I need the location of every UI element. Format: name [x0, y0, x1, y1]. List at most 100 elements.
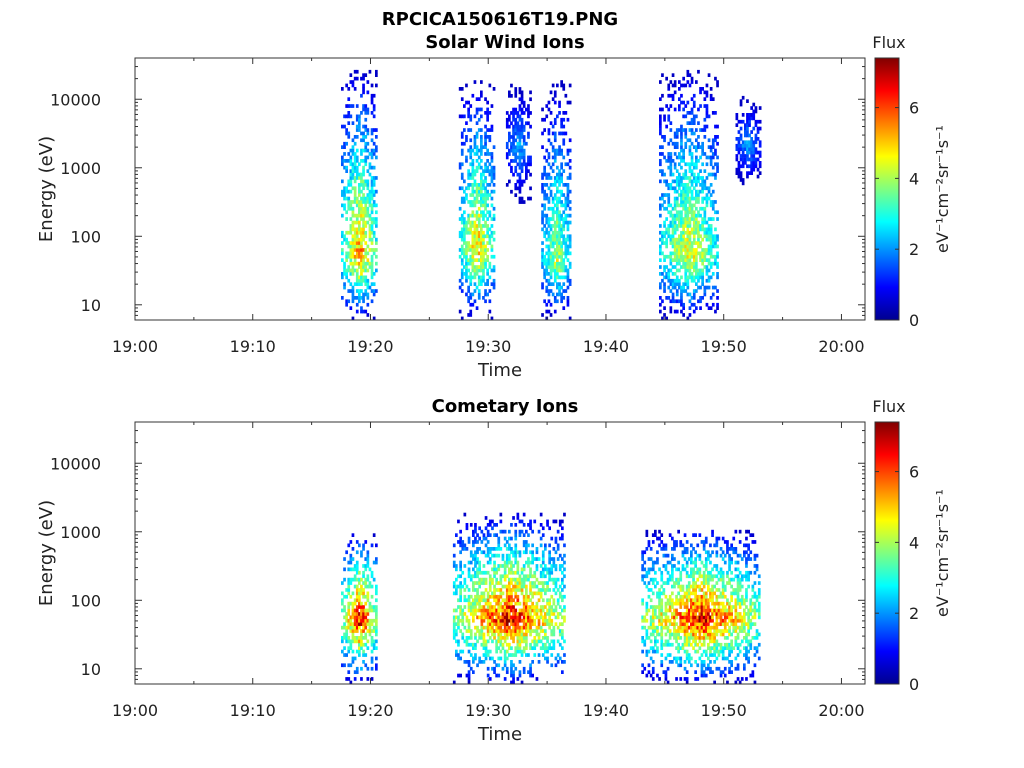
heatmap-cell: [551, 206, 555, 211]
heatmap-cell: [355, 612, 359, 616]
heatmap-cell: [553, 272, 557, 276]
heatmap-cell: [527, 107, 530, 112]
heatmap-cell: [520, 135, 524, 139]
heatmap-cell: [362, 653, 365, 657]
heatmap-cell: [660, 608, 664, 613]
heatmap-cell: [452, 584, 456, 589]
heatmap-cell: [514, 111, 518, 115]
heatmap-cell: [478, 632, 481, 637]
heatmap-cell: [656, 629, 659, 633]
heatmap-cell: [669, 237, 673, 242]
heatmap-cell: [455, 649, 458, 654]
heatmap-cell: [492, 183, 496, 187]
heatmap-cell: [679, 588, 683, 592]
heatmap-cell: [568, 189, 572, 194]
heatmap-cell: [366, 183, 370, 187]
heatmap-cell: [349, 189, 353, 194]
heatmap-cell: [754, 164, 758, 169]
heatmap-cell: [645, 632, 649, 637]
heatmap-cell: [711, 285, 715, 290]
heatmap-cell: [696, 570, 700, 575]
heatmap-cell: [659, 285, 662, 290]
heatmap-cell: [562, 193, 566, 197]
heatmap-cell: [649, 632, 653, 637]
heatmap-cell: [545, 289, 549, 293]
heatmap-cell: [349, 172, 353, 177]
heatmap-cell: [556, 200, 559, 204]
heatmap-cell: [558, 111, 561, 115]
heatmap-cell: [703, 254, 707, 259]
heatmap-cell: [516, 131, 520, 136]
heatmap-cell: [353, 159, 357, 163]
heatmap-cell: [544, 588, 547, 592]
heatmap-cell: [687, 660, 691, 664]
heatmap-cell: [491, 618, 494, 623]
heatmap-cell: [375, 663, 378, 668]
heatmap-cell: [467, 244, 470, 249]
heatmap-cell: [493, 618, 496, 623]
heatmap-cell: [508, 138, 511, 143]
heatmap-cell: [343, 206, 346, 211]
heatmap-cell: [469, 577, 473, 582]
heatmap-cell: [566, 272, 570, 276]
heatmap-cell: [702, 543, 706, 548]
heatmap-cell: [452, 636, 456, 640]
heatmap-cell: [704, 636, 708, 640]
heatmap-cell: [680, 210, 683, 215]
heatmap-cell: [716, 265, 719, 269]
heatmap-cell: [752, 113, 756, 117]
heatmap-cell: [562, 241, 566, 245]
heatmap-cell: [692, 547, 695, 551]
heatmap-cell: [480, 251, 483, 256]
heatmap-cell: [547, 248, 551, 252]
heatmap-cell: [463, 660, 467, 664]
heatmap-cell: [679, 612, 683, 616]
heatmap-cell: [707, 248, 711, 252]
heatmap-cell: [516, 677, 520, 681]
heatmap-cell: [360, 258, 363, 262]
heatmap-cell: [660, 577, 664, 582]
heatmap-cell: [659, 80, 662, 84]
heatmap-cell: [711, 237, 715, 242]
heatmap-cell: [680, 217, 683, 221]
heatmap-cell: [473, 227, 477, 232]
heatmap-cell: [714, 124, 717, 129]
heatmap-cell: [484, 165, 487, 170]
heatmap-cell: [758, 143, 762, 148]
heatmap-cell: [684, 230, 688, 235]
heatmap-cell: [741, 150, 745, 155]
heatmap-cell: [682, 196, 685, 201]
heatmap-cell: [514, 148, 518, 153]
heatmap-cell: [492, 176, 496, 180]
heatmap-cell: [358, 639, 361, 644]
heatmap-cell: [541, 261, 544, 266]
heatmap-cell: [480, 176, 483, 180]
heatmap-cell: [527, 169, 530, 173]
heatmap-cell: [680, 275, 683, 280]
heatmap-cell: [560, 121, 563, 125]
heatmap-cell: [458, 165, 462, 170]
heatmap-cell: [490, 104, 494, 108]
heatmap-cell: [514, 581, 518, 585]
heatmap-cell: [355, 275, 359, 280]
heatmap-cell: [556, 557, 560, 561]
heatmap-cell: [372, 642, 376, 647]
heatmap-cell: [679, 656, 683, 661]
heatmap-cell: [641, 553, 644, 558]
heatmap-cell: [687, 618, 691, 623]
heatmap-cell: [362, 248, 365, 252]
heatmap-cell: [473, 141, 477, 146]
heatmap-cell: [349, 272, 353, 276]
heatmap-cell: [714, 148, 717, 153]
heatmap-cell: [364, 155, 368, 160]
heatmap-cell: [491, 629, 494, 633]
heatmap-cell: [490, 203, 494, 208]
heatmap-cell: [518, 165, 522, 170]
heatmap-cell: [690, 632, 693, 637]
heatmap-cell: [508, 605, 511, 609]
heatmap-cell: [680, 258, 683, 262]
heatmap-cell: [673, 543, 676, 548]
heatmap-cell: [503, 601, 507, 606]
heatmap-cell: [512, 636, 515, 640]
heatmap-cell: [551, 131, 555, 136]
